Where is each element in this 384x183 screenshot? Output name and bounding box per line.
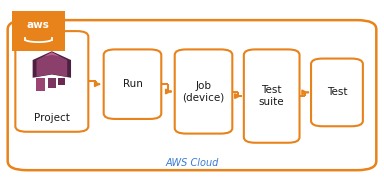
Text: Test
suite: Test suite: [259, 85, 285, 107]
FancyBboxPatch shape: [58, 78, 65, 85]
Text: aws: aws: [27, 20, 50, 30]
FancyBboxPatch shape: [12, 11, 65, 51]
FancyBboxPatch shape: [48, 78, 56, 88]
Polygon shape: [36, 52, 67, 77]
Text: Project: Project: [34, 113, 70, 123]
FancyBboxPatch shape: [104, 49, 161, 119]
Polygon shape: [44, 52, 60, 56]
FancyBboxPatch shape: [8, 20, 376, 170]
Text: Job
(device): Job (device): [182, 81, 225, 102]
Text: Run: Run: [122, 79, 142, 89]
Polygon shape: [33, 51, 71, 78]
FancyBboxPatch shape: [36, 78, 45, 91]
Text: AWS Cloud: AWS Cloud: [166, 158, 218, 168]
FancyBboxPatch shape: [175, 49, 232, 134]
Text: Test: Test: [327, 87, 347, 97]
FancyBboxPatch shape: [244, 49, 300, 143]
FancyBboxPatch shape: [15, 31, 88, 132]
FancyBboxPatch shape: [311, 59, 363, 126]
